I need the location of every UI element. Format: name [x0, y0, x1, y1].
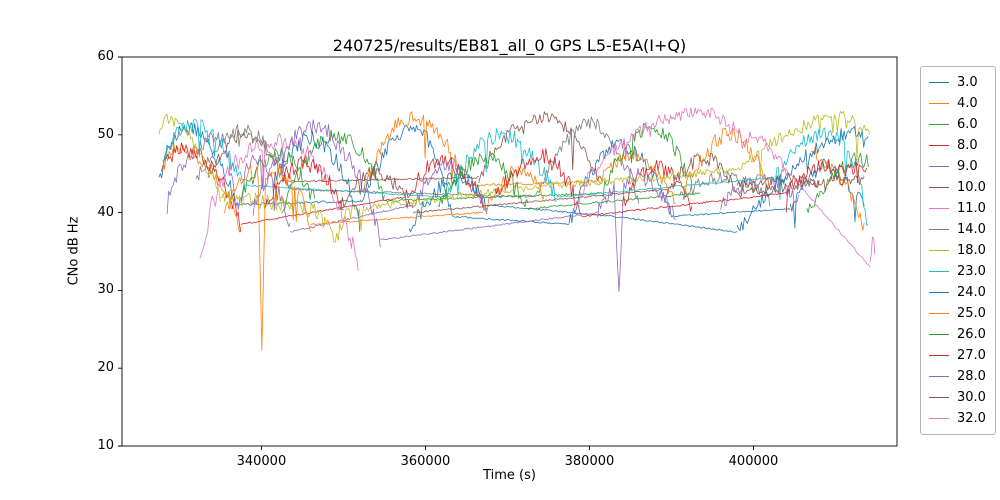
legend-label: 23.0 [957, 264, 986, 279]
x-tick-label: 400000 [728, 454, 779, 469]
y-tick-label: 30 [97, 282, 114, 298]
y-tick-label: 10 [97, 438, 114, 453]
legend-label: 27.0 [957, 348, 986, 363]
legend-line-swatch [929, 334, 949, 335]
legend-line-swatch [929, 418, 949, 419]
legend-item: 28.0 [929, 366, 986, 387]
legend-item: 6.0 [929, 114, 986, 135]
legend-label: 30.0 [957, 390, 986, 405]
legend-label: 6.0 [957, 117, 978, 132]
legend-line-swatch [929, 271, 949, 272]
x-tick-label: 340000 [236, 454, 287, 469]
legend-label: 25.0 [957, 306, 986, 321]
legend-line-swatch [929, 250, 949, 251]
legend-label: 3.0 [957, 75, 978, 90]
y-tick-label: 20 [97, 360, 114, 376]
y-axis-label: CNo dB Hz [66, 216, 82, 286]
y-tick-label: 60 [97, 49, 114, 64]
legend-item: 23.0 [929, 261, 986, 282]
legend-label: 26.0 [957, 327, 986, 342]
legend-line-swatch [929, 103, 949, 104]
legend-line-swatch [929, 313, 949, 314]
x-tick-label: 360000 [400, 454, 451, 469]
legend-item: 9.0 [929, 156, 986, 177]
legend-label: 8.0 [957, 138, 978, 153]
legend-item: 4.0 [929, 93, 986, 114]
legend-item: 11.0 [929, 198, 986, 219]
legend-line-swatch [929, 187, 949, 188]
y-tick-label: 40 [97, 204, 114, 220]
legend-line-swatch [929, 229, 949, 230]
legend-item: 25.0 [929, 303, 986, 324]
legend-label: 24.0 [957, 285, 986, 300]
legend-item: 3.0 [929, 72, 986, 93]
legend-item: 26.0 [929, 324, 986, 345]
legend-label: 28.0 [957, 369, 986, 384]
legend-item: 14.0 [929, 219, 986, 240]
legend-line-swatch [929, 397, 949, 398]
legend: 3.0 4.0 6.0 8.0 9.0 10.0 11.0 14.0 18.0 23.0 24.0 2… [920, 66, 996, 435]
legend-line-swatch [929, 145, 949, 146]
legend-label: 32.0 [957, 411, 986, 426]
x-axis-label: Time (s) [483, 468, 536, 483]
legend-line-swatch [929, 376, 949, 377]
legend-item: 27.0 [929, 345, 986, 366]
legend-label: 9.0 [957, 159, 978, 174]
legend-line-swatch [929, 355, 949, 356]
legend-label: 18.0 [957, 243, 986, 258]
legend-label: 11.0 [957, 201, 986, 216]
legend-line-swatch [929, 166, 949, 167]
chart-title: 240725/results/EB81_all_0 GPS L5-E5A(I+Q… [332, 36, 687, 55]
legend-line-swatch [929, 292, 949, 293]
legend-item: 18.0 [929, 240, 986, 261]
legend-line-swatch [929, 208, 949, 209]
legend-line-swatch [929, 82, 949, 83]
legend-label: 4.0 [957, 96, 978, 111]
y-tick-label: 50 [97, 126, 114, 142]
legend-item: 10.0 [929, 177, 986, 198]
x-tick-label: 380000 [564, 454, 615, 469]
legend-item: 24.0 [929, 282, 986, 303]
legend-line-swatch [929, 124, 949, 125]
legend-item: 8.0 [929, 135, 986, 156]
legend-label: 10.0 [957, 180, 986, 195]
legend-item: 30.0 [929, 387, 986, 408]
legend-label: 14.0 [957, 222, 986, 237]
legend-item: 32.0 [929, 408, 986, 429]
